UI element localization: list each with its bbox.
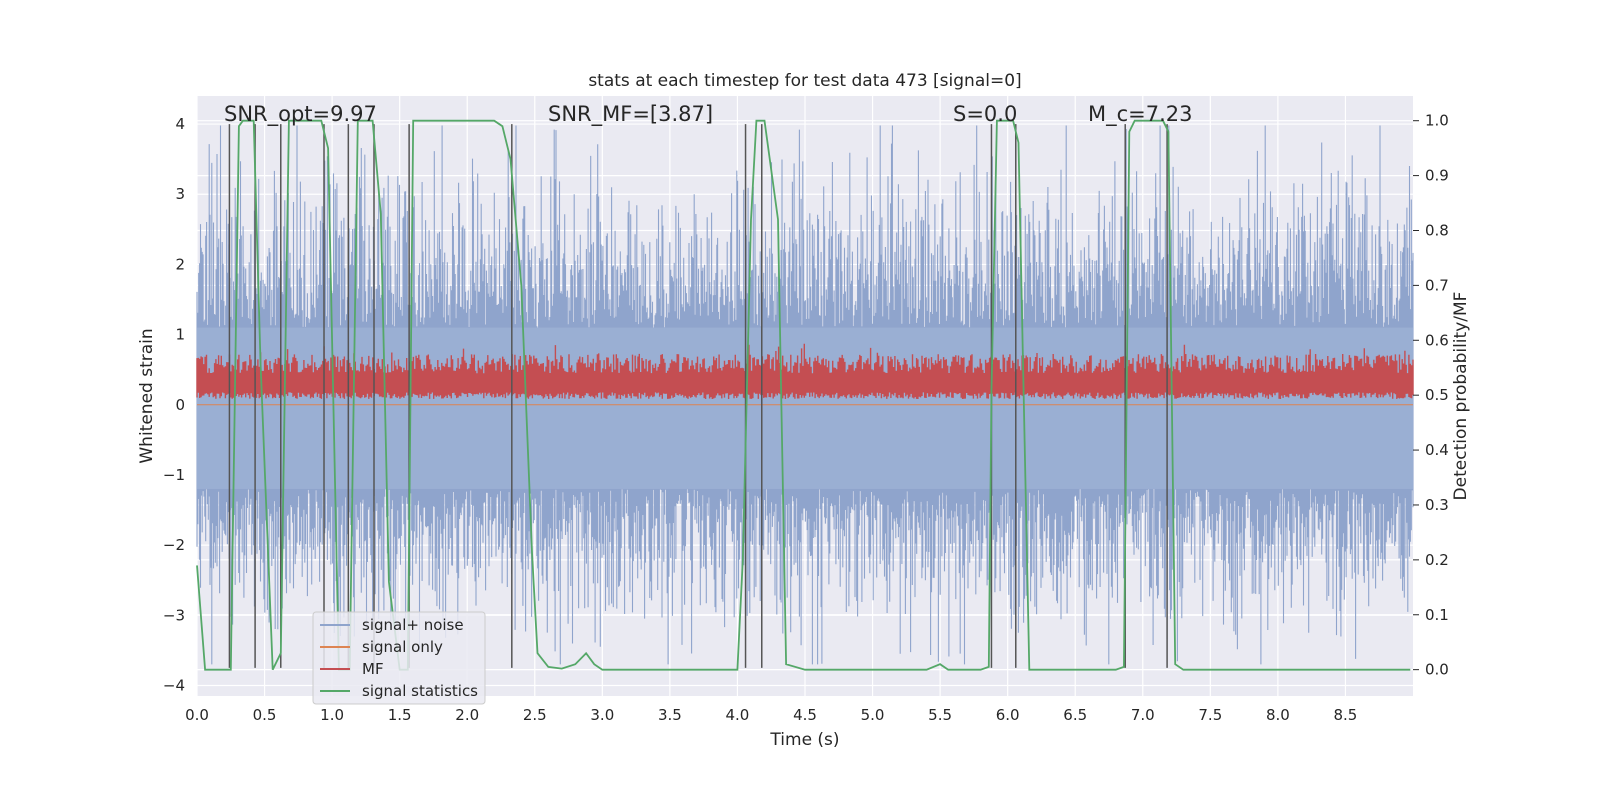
- y-left-tick-label: −2: [163, 536, 185, 554]
- x-tick-label: 2.0: [455, 706, 479, 724]
- signal-statistics-series: [196, 119, 1411, 671]
- y-right-tick-label: 0.9: [1425, 167, 1449, 185]
- vertical-markers: [228, 124, 1168, 668]
- y-right-tick-label: 0.2: [1425, 551, 1449, 569]
- x-tick-label: 6.0: [996, 706, 1020, 724]
- x-tick-label: 7.0: [1131, 706, 1155, 724]
- y-right-tick-label: 0.5: [1425, 386, 1449, 404]
- y-left-tick-label: 0: [175, 396, 185, 414]
- annotation-s: S=0.0: [953, 102, 1017, 126]
- y-right-tick-label: 0.4: [1425, 441, 1449, 459]
- y-left-tick-label: −4: [163, 676, 185, 694]
- legend: signal+ noise signal only MF signal stat…: [312, 611, 486, 705]
- chart-title: stats at each timestep for test data 473…: [588, 71, 1021, 91]
- x-tick-label: 1.5: [388, 706, 412, 724]
- x-tick-label: 7.5: [1198, 706, 1222, 724]
- annotation-mc: M_c=7.23: [1088, 102, 1193, 127]
- x-tick-label: 0.0: [185, 706, 209, 724]
- x-axis-ticks: 0.0 0.5 1.0 1.5 2.0 2.5 3.0 3.5 4.0 4.5 5.0 5.5 6.0 6…: [185, 706, 1357, 724]
- y-left-tick-label: 4: [175, 115, 185, 133]
- x-axis-label: Time (s): [769, 730, 839, 750]
- y-right-axis-ticks: 1.0 0.9 0.8 0.7 0.6 0.5 0.4 0.3 0.2 0.1 0.0: [1413, 112, 1449, 679]
- y-left-tick-label: −1: [163, 466, 185, 484]
- x-tick-label: 3.5: [658, 706, 682, 724]
- y-left-tick-label: −3: [163, 606, 185, 624]
- y-left-tick-label: 3: [175, 185, 185, 203]
- x-tick-label: 0.5: [253, 706, 277, 724]
- x-tick-label: 4.0: [726, 706, 750, 724]
- x-tick-label: 8.5: [1334, 706, 1358, 724]
- annotation-snr-mf: SNR_MF=[3.87]: [548, 102, 713, 127]
- x-tick-label: 3.0: [590, 706, 614, 724]
- y-right-tick-label: 0.6: [1425, 331, 1449, 349]
- x-tick-label: 5.5: [928, 706, 952, 724]
- x-tick-label: 2.5: [523, 706, 547, 724]
- y-right-tick-label: 0.7: [1425, 276, 1449, 294]
- y-left-axis-ticks: 4 3 2 1 0 −1 −2 −3 −4: [163, 115, 185, 694]
- legend-label-signal-statistics: signal statistics: [362, 682, 478, 700]
- y-right-tick-label: 0.1: [1425, 606, 1449, 624]
- y-left-tick-label: 2: [175, 255, 185, 273]
- legend-label-signal-noise: signal+ noise: [362, 616, 464, 634]
- legend-box: [312, 611, 486, 705]
- y-left-tick-label: 1: [175, 326, 185, 344]
- y-right-tick-label: 0.8: [1425, 221, 1449, 239]
- annotation-snr-opt: SNR_opt=9.97: [224, 102, 377, 127]
- y-right-tick-label: 0.3: [1425, 496, 1449, 514]
- legend-label-mf: MF: [362, 660, 384, 678]
- y-right-axis-label: Detection probability/MF: [1451, 292, 1471, 501]
- y-left-axis-label: Whitened strain: [137, 328, 157, 463]
- y-right-tick-label: 0.0: [1425, 661, 1449, 679]
- x-tick-label: 6.5: [1063, 706, 1087, 724]
- y-right-tick-label: 1.0: [1425, 112, 1449, 130]
- x-tick-label: 1.0: [320, 706, 344, 724]
- x-tick-label: 8.0: [1266, 706, 1290, 724]
- annotations: SNR_opt=9.97 SNR_MF=[3.87] S=0.0 M_c=7.2…: [224, 102, 1193, 127]
- x-tick-label: 4.5: [793, 706, 817, 724]
- legend-label-signal-only: signal only: [362, 638, 443, 656]
- x-tick-label: 5.0: [861, 706, 885, 724]
